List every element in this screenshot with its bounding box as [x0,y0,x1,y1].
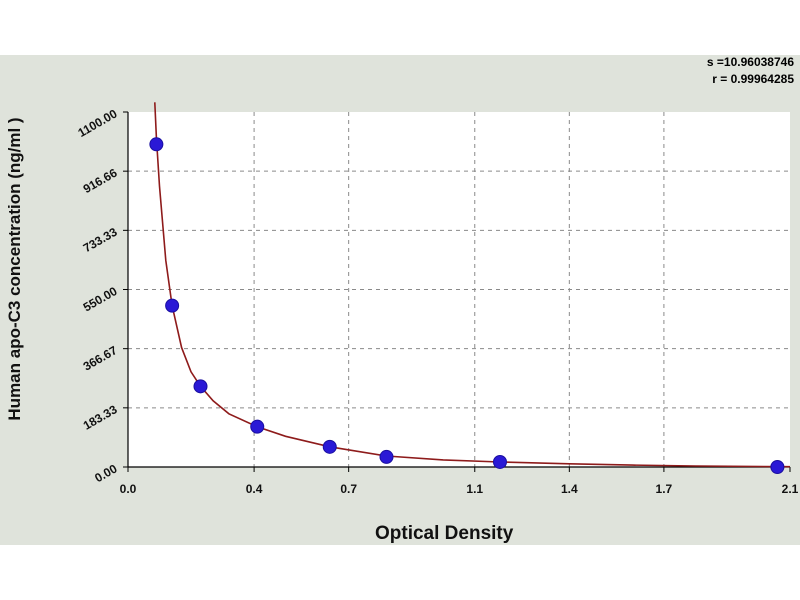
x-tick-labels: 0.0 0.4 0.7 1.1 1.4 1.7 2.1 [120,482,799,496]
chart-plot: 0.0 0.4 0.7 1.1 1.4 1.7 2.1 0.00 183.33 366.67 55… [76,102,799,496]
x-tick-label: 1.7 [656,482,673,496]
x-tick-label: 1.4 [561,482,578,496]
y-tick-label: 550.00 [81,284,120,315]
data-point [322,439,337,454]
fit-curve [154,102,791,468]
data-point [492,454,507,469]
x-tick-label: 2.1 [782,482,799,496]
y-tick-label: 916.66 [81,165,120,196]
data-point [193,379,208,394]
y-axis-label: Human apo-C3 concentration (ng/ml ) [5,117,24,421]
stat-r-value: r = 0.99964285 [712,72,794,86]
data-point [770,460,785,474]
data-point [165,298,180,313]
y-tick-label: 733.33 [81,225,120,256]
chart-figure: s =10.96038746 r = 0.99964285 0.0 0.4 0.7 1… [0,55,800,545]
fit-curve-layer [154,102,791,468]
data-point [149,137,164,152]
data-points [149,137,785,474]
x-axis-label: Optical Density [375,523,514,544]
data-point [250,419,265,434]
x-tick-label: 0.7 [340,482,357,496]
axes [123,111,791,472]
stat-s-value: s =10.96038746 [706,55,794,69]
x-tick-label: 1.1 [466,482,483,496]
y-tick-labels: 0.00 183.33 366.67 550.00 733.33 916.66 1100.0… [76,106,120,485]
data-point [379,449,394,464]
x-tick-label: 0.4 [246,482,263,496]
x-tick-label: 0.0 [120,482,137,496]
y-tick-label: 366.67 [81,343,120,374]
y-tick-label: 0.00 [92,461,120,485]
grid [128,112,790,467]
y-tick-label: 1100.00 [76,106,120,140]
y-tick-label: 183.33 [81,402,120,433]
